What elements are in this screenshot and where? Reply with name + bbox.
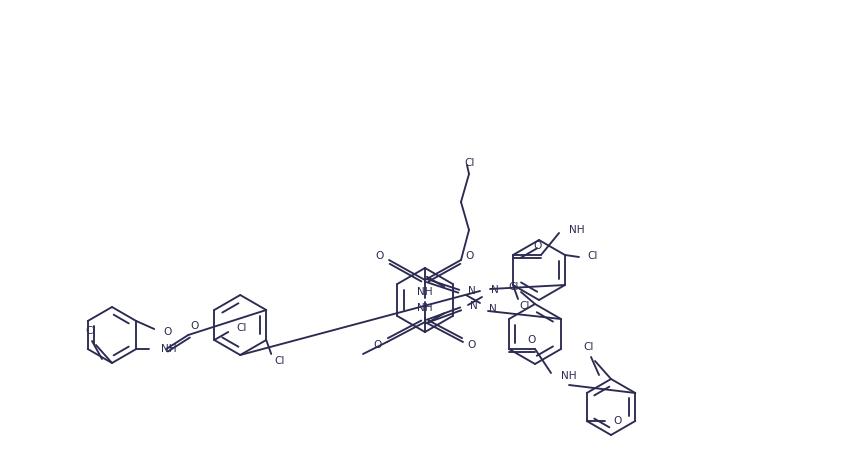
- Text: N: N: [468, 286, 476, 296]
- Text: Cl: Cl: [584, 342, 594, 352]
- Text: O: O: [190, 321, 199, 331]
- Text: NH: NH: [162, 344, 177, 354]
- Text: NH: NH: [561, 371, 577, 381]
- Text: O: O: [466, 251, 474, 261]
- Text: N: N: [491, 285, 498, 295]
- Text: O: O: [614, 416, 622, 426]
- Text: O: O: [376, 251, 384, 261]
- Text: NH: NH: [417, 287, 433, 297]
- Text: Cl: Cl: [237, 323, 247, 333]
- Text: Cl: Cl: [86, 326, 96, 336]
- Text: Cl: Cl: [519, 301, 530, 311]
- Text: Cl: Cl: [509, 282, 520, 292]
- Text: Cl: Cl: [465, 158, 475, 168]
- Text: O: O: [163, 327, 172, 337]
- Text: O: O: [374, 340, 382, 350]
- Text: Cl: Cl: [587, 251, 597, 261]
- Text: O: O: [534, 241, 542, 251]
- Text: Cl: Cl: [274, 356, 285, 366]
- Text: O: O: [468, 340, 477, 350]
- Text: NH: NH: [569, 225, 584, 235]
- Text: N: N: [489, 304, 497, 314]
- Text: NH: NH: [417, 303, 433, 313]
- Text: O: O: [528, 335, 536, 345]
- Text: N: N: [470, 301, 477, 311]
